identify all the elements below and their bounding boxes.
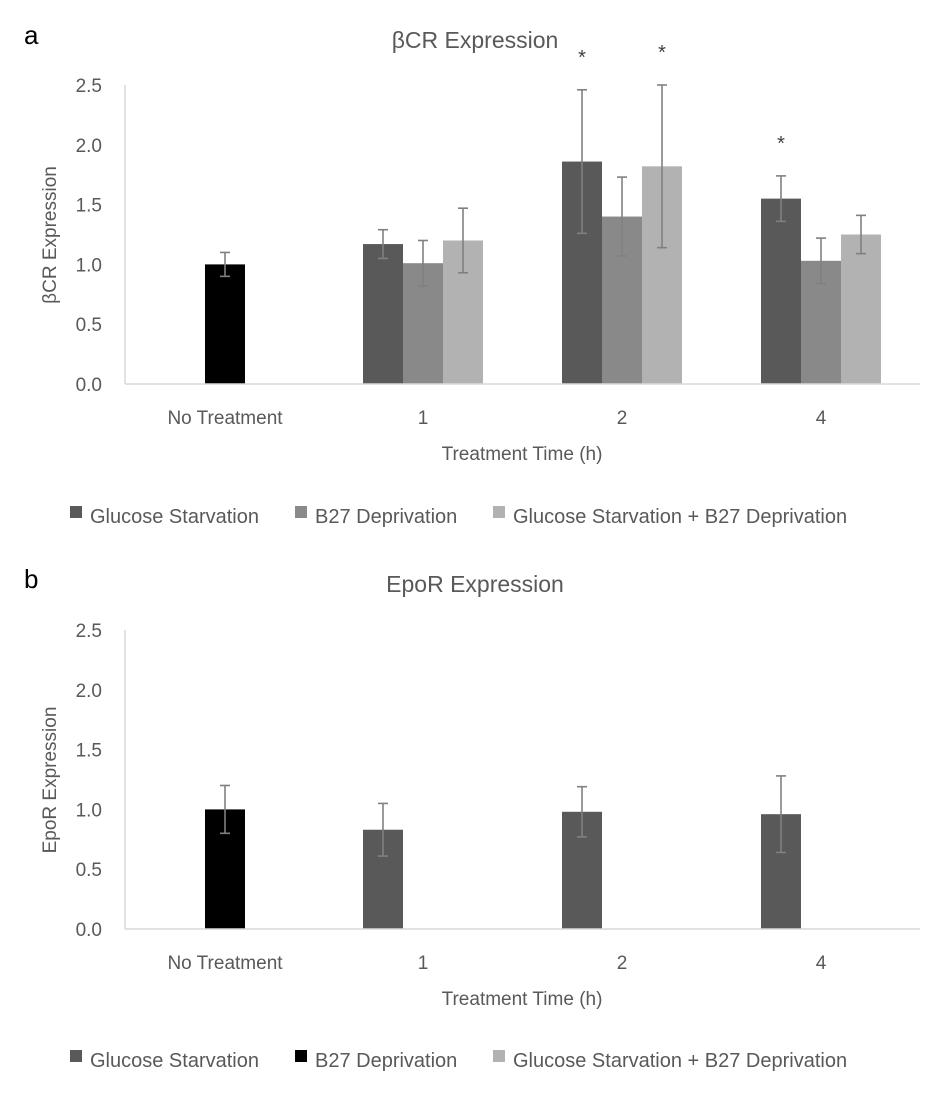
chart-a-x-tick-label: 2 (617, 408, 628, 429)
chart-b-y-tick-label: 2.5 (76, 621, 102, 642)
chart-a-legend-swatch (493, 506, 505, 518)
chart-b-x-tick-label: 1 (418, 953, 429, 974)
chart-a-y-axis-label: βCR Expression (40, 166, 61, 304)
chart-b-error-bars (220, 775, 786, 857)
chart-b-x-ticks: No Treatment 1 2 4 (167, 953, 826, 974)
chart-b-legend: Glucose Starvation B27 Deprivation Glucose… (70, 1050, 847, 1072)
chart-a-x-axis-label: Treatment Time (h) (442, 444, 603, 465)
chart-a-significance-star: * (658, 42, 666, 64)
chart-a-significance-star: * (578, 47, 586, 69)
chart-b-legend-swatch (493, 1050, 505, 1062)
chart-a-x-tick-label: 1 (418, 408, 429, 429)
chart-a-y-tick-label: 2.0 (76, 136, 102, 157)
chart-a-title: βCR Expression (392, 27, 559, 53)
chart-b-legend-swatch (295, 1050, 307, 1062)
chart-b-legend-swatch (70, 1050, 82, 1062)
chart-a-legend-label: Glucose Starvation (90, 506, 259, 528)
chart-a-significance-markers: * * * (578, 42, 785, 155)
chart-a-significance-star: * (777, 133, 785, 155)
chart-b-legend-label: Glucose Starvation + B27 Deprivation (513, 1050, 847, 1072)
chart-a-bars (205, 161, 881, 384)
chart-b-y-tick-label: 0.5 (76, 860, 102, 881)
chart-b-x-axis-label: Treatment Time (h) (442, 989, 603, 1010)
chart-a-y-tick-label: 0.0 (76, 375, 102, 396)
chart-b-legend-label: Glucose Starvation (90, 1050, 259, 1072)
chart-b-y-ticks: 0.0 0.5 1.0 1.5 2.0 2.5 (76, 621, 102, 941)
chart-b-y-tick-label: 2.0 (76, 681, 102, 702)
chart-a-y-ticks: 0.0 0.5 1.0 1.5 2.0 2.5 (76, 76, 102, 396)
chart-a-x-ticks: No Treatment 1 2 4 (167, 408, 826, 429)
chart-a-bar (363, 244, 403, 384)
panel-b-chart: b EpoR Expression EpoR Expression Treatm… (24, 564, 920, 1072)
chart-a-bar (841, 234, 881, 384)
chart-a-y-tick-label: 1.0 (76, 255, 102, 276)
chart-a-bar (205, 264, 245, 384)
chart-b-y-axis-label: EpoR Expression (40, 707, 61, 854)
chart-a-x-tick-label: No Treatment (167, 408, 283, 429)
chart-a-legend: Glucose Starvation B27 Deprivation Glucose… (70, 506, 847, 528)
chart-b-title: EpoR Expression (386, 571, 564, 597)
chart-b-y-tick-label: 1.0 (76, 800, 102, 821)
chart-a-legend-swatch (70, 506, 82, 518)
chart-b-x-tick-label: 4 (816, 953, 827, 974)
chart-b-bars (205, 809, 801, 929)
chart-a-legend-swatch (295, 506, 307, 518)
chart-b-y-tick-label: 0.0 (76, 920, 102, 941)
chart-b-x-tick-label: No Treatment (167, 953, 283, 974)
chart-a-x-tick-label: 4 (816, 408, 827, 429)
chart-b-x-tick-label: 2 (617, 953, 628, 974)
panel-a-letter: a (24, 20, 39, 50)
chart-a-y-tick-label: 1.5 (76, 196, 102, 217)
panel-a-chart: a βCR Expression βCR Expression Treatmen… (24, 20, 920, 528)
chart-a-error-bars (220, 84, 866, 287)
chart-b-y-tick-label: 1.5 (76, 741, 102, 762)
chart-b-legend-label: B27 Deprivation (315, 1050, 457, 1072)
panel-b-letter: b (24, 564, 38, 594)
chart-a-y-tick-label: 2.5 (76, 76, 102, 97)
chart-a-bar (761, 198, 801, 384)
chart-a-legend-label: Glucose Starvation + B27 Deprivation (513, 506, 847, 528)
chart-a-y-tick-label: 0.5 (76, 315, 102, 336)
chart-a-legend-label: B27 Deprivation (315, 506, 457, 528)
